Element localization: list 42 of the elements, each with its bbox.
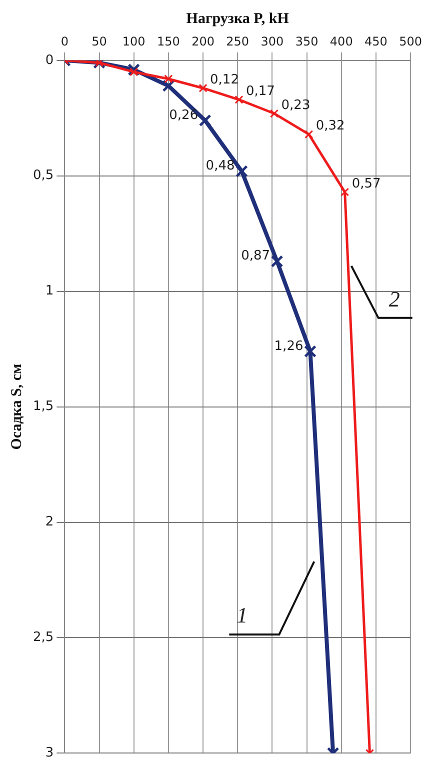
x-tick-label: 500 [399,34,422,48]
point [270,109,279,118]
y-tick-label: 2,5 [32,630,54,646]
data-label: 0,26 [169,108,198,123]
y-tick-label: 1,5 [32,399,54,414]
data-label: 0,23 [281,98,310,113]
data-label: 1,26 [274,338,304,354]
point [304,345,316,358]
x-tick-label: 250 [226,34,250,48]
y-axis-title: Осадка S, см [8,364,25,450]
x-axis-title: Нагрузка P, kH [186,10,290,27]
x-tick-label: 300 [260,34,284,48]
point [270,255,284,268]
data-label: 0,12 [210,72,239,88]
annotation: 2 [388,286,400,312]
point [198,114,212,127]
y-tick-label: 2 [45,514,54,530]
point [236,165,248,178]
data-label: 0,48 [206,158,235,174]
point [234,95,244,104]
data-label: 0,87 [241,248,270,264]
y-tick-label: 0,5 [32,168,54,184]
x-tick-label: 0 [60,34,68,48]
x-tick-label: 450 [364,34,388,48]
y-tick-label: 3 [45,746,54,761]
x-tick-label: 400 [330,34,353,48]
data-label: 0,32 [316,118,345,134]
annotation: 1 [236,602,248,628]
y-tick-label: 1 [45,284,54,299]
data-label: 0,17 [246,84,275,100]
point [304,130,314,139]
x-tick-label: 100 [122,34,146,48]
point [198,84,208,92]
x-tick-label: 50 [92,34,107,48]
y-tick-label: 0 [45,52,54,68]
point [164,74,173,84]
point [340,188,350,196]
x-tick-label: 200 [192,34,214,48]
point [130,68,138,76]
data-label: 0,57 [352,176,381,192]
x-tick-label: 350 [295,34,318,48]
x-tick-label: 150 [156,34,180,48]
